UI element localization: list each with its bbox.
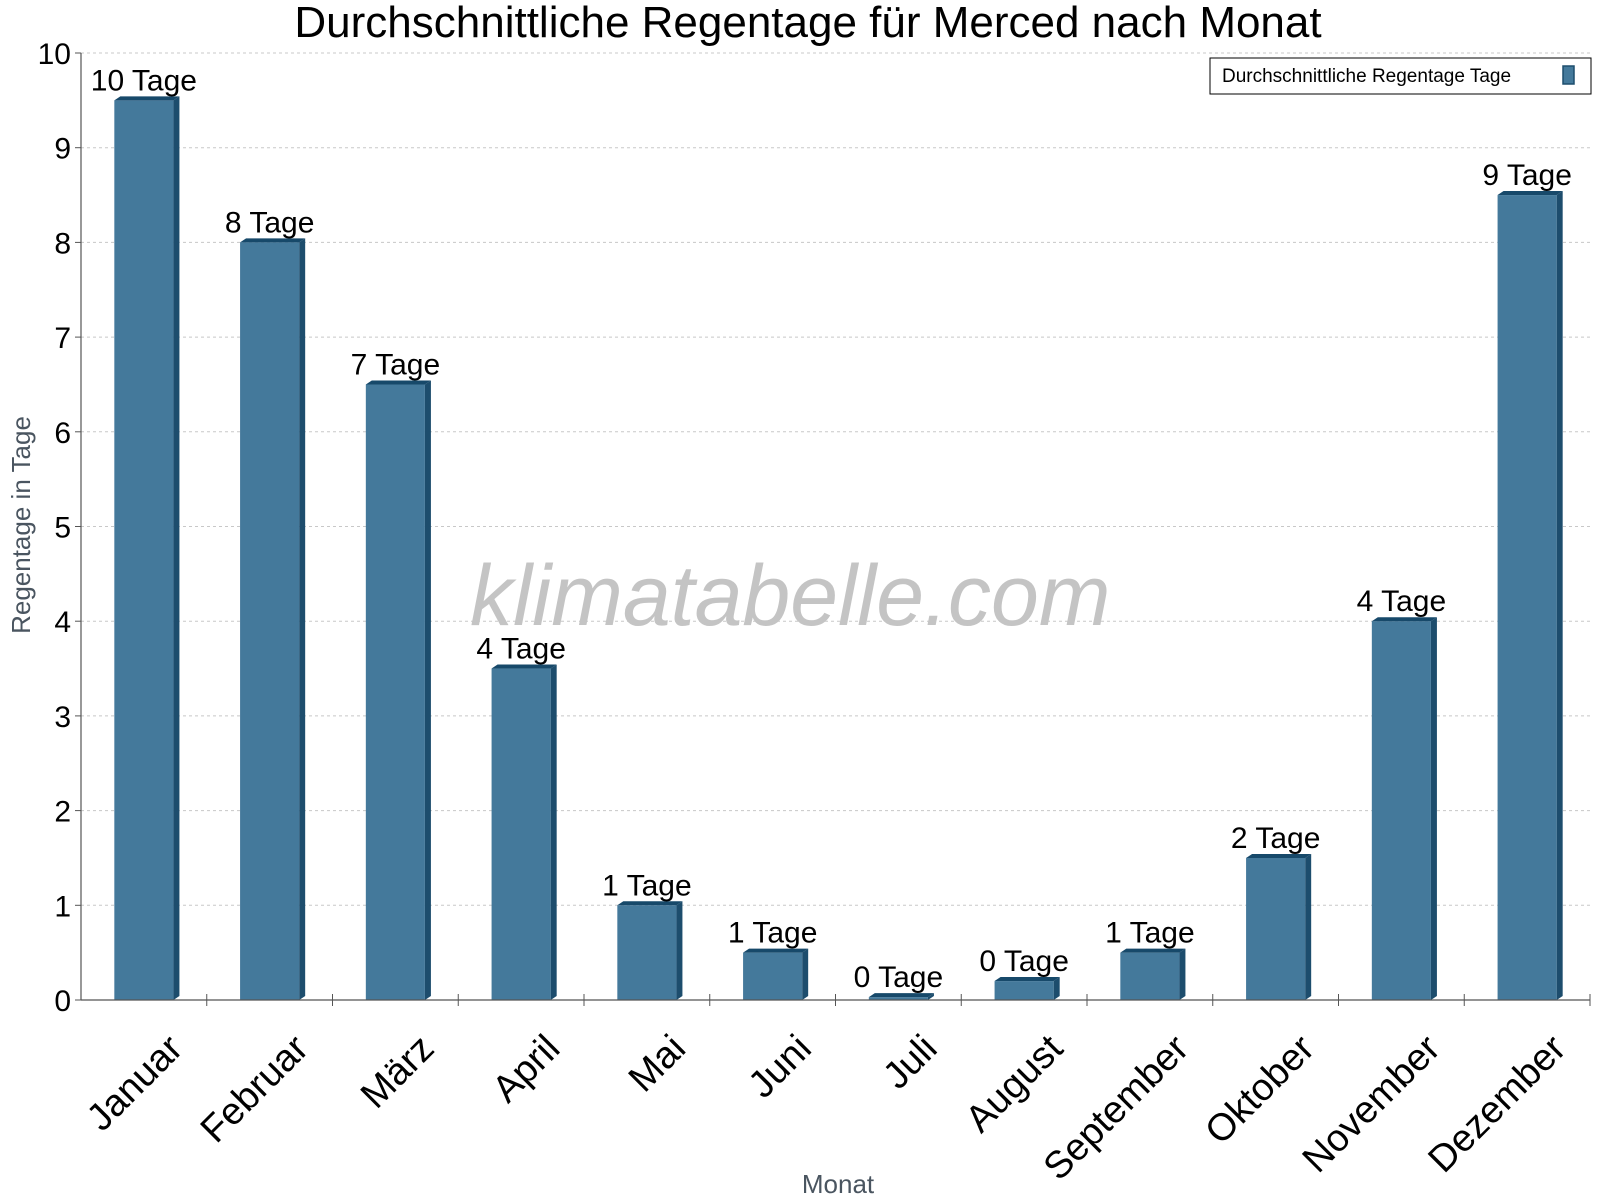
bar-side: [927, 993, 934, 1000]
x-tick-label: Oktober: [1197, 1027, 1323, 1153]
watermark: klimatabelle.com: [470, 548, 1110, 644]
bar-top: [743, 948, 809, 953]
bar-front: [743, 952, 803, 1000]
y-tick-label: 5: [54, 512, 71, 545]
bar-top: [868, 993, 934, 998]
y-tick-label: 1: [54, 890, 71, 923]
bar-front: [365, 384, 425, 1000]
bar-side: [424, 380, 431, 1000]
bar-3: [365, 380, 431, 1000]
bar-front: [1497, 195, 1557, 1001]
x-tick-label: Dezember: [1421, 1027, 1575, 1181]
bar-6: [743, 948, 809, 1000]
bar-front: [617, 905, 677, 1000]
data-label: 8 Tage: [225, 206, 315, 239]
x-tick-label: Juli: [875, 1027, 945, 1097]
bar-front: [1371, 621, 1431, 1000]
bar-side: [550, 664, 557, 1000]
data-label: 1 Tage: [728, 917, 818, 950]
bar-side: [1053, 977, 1060, 1000]
bar-9: [1120, 948, 1186, 1000]
bar-front: [240, 242, 300, 1000]
bar-top: [491, 664, 557, 669]
y-tick-label: 9: [54, 133, 71, 166]
bar-10: [1246, 853, 1312, 1000]
y-axis-label: Regentage in Tage: [6, 416, 36, 634]
y-tick-label: 3: [54, 701, 71, 734]
x-tick-label: Juni: [741, 1027, 820, 1106]
gridlines: [81, 52, 1590, 906]
y-tick-label: 8: [54, 227, 71, 260]
bars: [114, 96, 1563, 1001]
bar-side: [1556, 191, 1563, 1001]
bar-top: [617, 901, 683, 906]
x-tick-label: Januar: [79, 1027, 191, 1139]
bar-top: [1246, 853, 1312, 858]
bar-side: [676, 901, 683, 1000]
y-tick-label: 2: [54, 796, 71, 829]
bar-2: [240, 238, 306, 1000]
x-tick-label: Mai: [621, 1027, 694, 1100]
x-tick-label: November: [1295, 1027, 1449, 1181]
bar-top: [1120, 948, 1186, 953]
bar-side: [1179, 948, 1186, 1000]
data-label: 4 Tage: [476, 633, 566, 666]
bar-5: [617, 901, 683, 1000]
data-labels: 10 Tage 8 Tage 7 Tage 4 Tage 1 Tage 1 Tage 0 T…: [91, 64, 1572, 994]
data-label: 0 Tage: [979, 945, 1069, 978]
bar-front: [491, 668, 551, 1000]
y-tick-label: 0: [54, 985, 71, 1018]
x-tick-label: Februar: [193, 1027, 317, 1151]
bar-front: [1246, 857, 1306, 1000]
bar-8: [994, 977, 1060, 1000]
bar-7: [868, 993, 934, 1000]
bar-side: [1305, 853, 1312, 1000]
data-label: 10 Tage: [91, 64, 197, 97]
data-label: 0 Tage: [854, 961, 944, 994]
bar-side: [802, 948, 809, 1000]
data-label: 7 Tage: [351, 348, 441, 381]
bar-side: [299, 238, 306, 1000]
bar-top: [994, 977, 1060, 982]
data-label: 1 Tage: [1105, 917, 1195, 950]
legend-label: Durchschnittliche Regentage Tage: [1222, 66, 1511, 87]
x-tick-label: August: [958, 1027, 1072, 1141]
y-tick-label: 7: [54, 322, 71, 355]
bar-side: [1430, 617, 1437, 1000]
bar-front: [1120, 952, 1180, 1000]
x-tick-label: April: [485, 1027, 568, 1110]
bar-1: [114, 96, 180, 1001]
bar-front: [868, 997, 928, 1000]
y-tick-label: 6: [54, 417, 71, 450]
bar-side: [173, 96, 180, 1001]
y-tick-label: 10: [38, 38, 71, 71]
bar-12: [1497, 191, 1563, 1001]
data-label: 2 Tage: [1231, 822, 1321, 855]
y-tick-label: 4: [54, 606, 71, 639]
legend: Durchschnittliche Regentage Tage: [1209, 57, 1592, 95]
bar-front: [114, 100, 174, 1001]
chart-title: Durchschnittliche Regentage für Merced n…: [294, 0, 1321, 47]
data-label: 4 Tage: [1357, 585, 1447, 618]
axes: [75, 52, 1591, 1006]
bar-4: [491, 664, 557, 1000]
legend-swatch: [1562, 65, 1575, 85]
x-tick-label: März: [353, 1027, 442, 1116]
legend-box: [1209, 57, 1592, 95]
data-label: 1 Tage: [602, 869, 692, 902]
bar-top: [365, 380, 431, 385]
bar-front: [994, 981, 1054, 1000]
bar-top: [240, 238, 306, 243]
bar-top: [1497, 191, 1563, 196]
x-axis-label: Monat: [802, 1169, 875, 1199]
bar-top: [1371, 617, 1437, 622]
bar-top: [114, 96, 180, 101]
bar-11: [1371, 617, 1437, 1000]
data-label: 9 Tage: [1482, 159, 1572, 192]
